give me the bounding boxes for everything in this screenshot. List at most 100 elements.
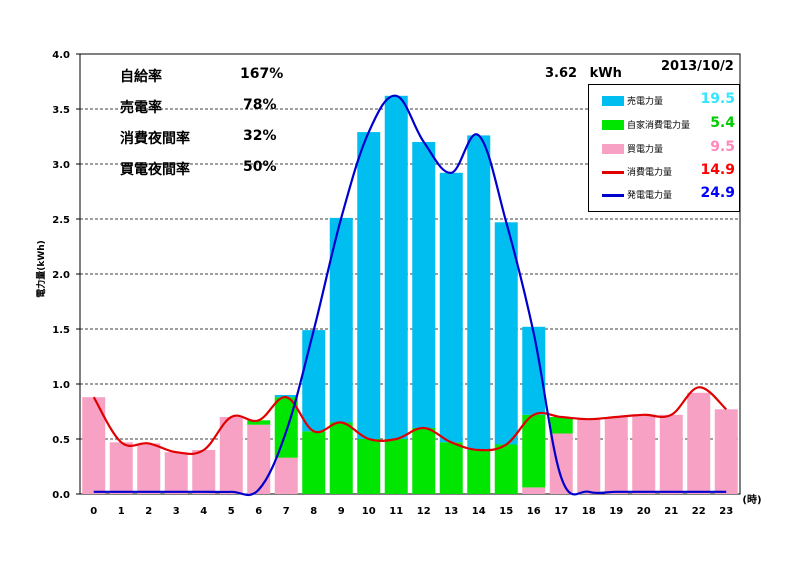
legend-line-swatch (602, 171, 624, 174)
generation-line (93, 94, 727, 497)
bar-self-consumed (549, 417, 573, 434)
peak-value: 3.62 kWh (545, 66, 622, 81)
y-tick-label: 4.0 (52, 50, 70, 61)
x-tick-label: 3 (173, 506, 180, 517)
x-tick-label: 12 (417, 506, 431, 517)
bar-sold (412, 142, 436, 428)
bar-sold (467, 135, 491, 450)
x-tick-label: 4 (200, 506, 207, 517)
x-tick-label: 1 (118, 506, 125, 517)
bar-purchased (659, 414, 683, 494)
bar-sold (439, 172, 463, 443)
bar-purchased (549, 433, 573, 494)
bar-purchased (687, 392, 711, 494)
bar-self-consumed (357, 439, 381, 494)
bar-sold (522, 326, 546, 415)
bar-purchased (274, 457, 298, 494)
legend-swatch (602, 96, 624, 106)
legend-label: 買電力量 (627, 145, 664, 155)
x-tick-label: 2 (145, 506, 152, 517)
legend-item-generation: 発電電力量 24.9 (589, 185, 739, 207)
bar-sold (329, 217, 353, 423)
x-tick-label: 10 (362, 506, 376, 517)
stat-label-night-consumption-rate: 消費夜間率 (120, 131, 190, 147)
x-tick-label: 5 (228, 506, 235, 517)
x-tick-label: 20 (637, 506, 651, 517)
x-tick-label: 11 (389, 506, 403, 517)
stat-value-self-sufficiency: 167% (240, 66, 284, 82)
bar-purchased (577, 419, 601, 494)
x-tick-label: 23 (719, 506, 733, 517)
bar-purchased (632, 414, 656, 494)
bar-sold (357, 132, 381, 439)
legend-label: 発電電力量 (627, 191, 673, 201)
x-tick-label: 6 (255, 506, 262, 517)
x-tick-label: 15 (499, 506, 513, 517)
legend-swatch (602, 120, 624, 130)
x-tick-label: 13 (444, 506, 458, 517)
bar-purchased (604, 417, 628, 494)
bar-self-consumed (384, 439, 408, 494)
consumption-line (92, 386, 727, 456)
bar-purchased (192, 450, 216, 494)
bar-purchased (522, 487, 546, 494)
y-tick-label: 0.5 (52, 435, 70, 446)
y-axis-label: 電力量(kWh) (35, 240, 47, 298)
chart-date: 2013/10/2 (661, 59, 734, 74)
legend-value: 14.9 (700, 162, 735, 178)
legend-value: 19.5 (700, 91, 735, 107)
legend-value: 9.5 (710, 139, 735, 155)
bar-self-consumed (329, 422, 353, 494)
bar-self-consumed (412, 428, 436, 494)
peak-unit: kWh (589, 66, 622, 81)
x-tick-label: 8 (310, 506, 317, 517)
y-tick-label: 1.0 (52, 380, 70, 391)
y-tick-label: 3.5 (52, 105, 70, 116)
bar-purchased (219, 417, 243, 494)
x-tick-label: 17 (554, 506, 568, 517)
bar-self-consumed (522, 414, 546, 488)
legend-value: 5.4 (710, 115, 735, 131)
legend-line-swatch (602, 194, 624, 197)
bar-purchased (137, 443, 161, 494)
line-layer (92, 94, 727, 497)
chart-legend: 売電力量 19.5 自家消費電力量 5.4 買電力量 9.5 消費電力量 14.… (588, 84, 740, 212)
bar-self-consumed (302, 431, 326, 494)
x-tick-label: 21 (664, 506, 678, 517)
legend-label: 売電力量 (627, 97, 664, 107)
y-tick-label: 0.0 (52, 490, 70, 501)
bar-sold (302, 330, 326, 432)
legend-label: 自家消費電力量 (627, 121, 691, 131)
stat-value-sell-rate: 78% (243, 97, 277, 113)
y-tick-label: 2.5 (52, 215, 70, 226)
bar-sold (384, 95, 408, 440)
bar-self-consumed (467, 450, 491, 494)
bar-sold (494, 222, 518, 445)
legend-item-consumption: 消費電力量 14.9 (589, 162, 739, 184)
legend-label: 消費電力量 (627, 168, 673, 178)
x-tick-label: 22 (692, 506, 706, 517)
x-tick-label: 0 (90, 506, 97, 517)
axis-layer: 0.00.51.01.52.02.53.03.54.00 1 2 3 4 5 6 7 8 9 10 1… (35, 50, 762, 517)
stat-label-night-purchase-rate: 買電夜間率 (120, 162, 190, 178)
legend-value: 24.9 (700, 185, 735, 201)
x-tick-label: 7 (283, 506, 290, 517)
stat-label-self-sufficiency: 自給率 (120, 69, 162, 85)
bar-purchased (82, 397, 106, 494)
x-tick-label: 19 (609, 506, 623, 517)
bar-self-consumed (439, 442, 463, 494)
legend-item-purchased: 買電力量 9.5 (589, 139, 739, 161)
y-tick-label: 1.5 (52, 325, 70, 336)
bar-purchased (247, 424, 271, 494)
stat-label-sell-rate: 売電率 (120, 100, 162, 116)
x-tick-label: 9 (338, 506, 345, 517)
bar-purchased (714, 409, 738, 494)
x-tick-label: 14 (472, 506, 486, 517)
bar-purchased (164, 452, 188, 494)
bar-purchased (109, 442, 133, 494)
bar-layer (82, 95, 738, 494)
x-tick-label: 16 (527, 506, 541, 517)
y-tick-label: 2.0 (52, 270, 70, 281)
x-unit-label: (時) (742, 493, 761, 506)
bar-self-consumed (247, 420, 271, 425)
